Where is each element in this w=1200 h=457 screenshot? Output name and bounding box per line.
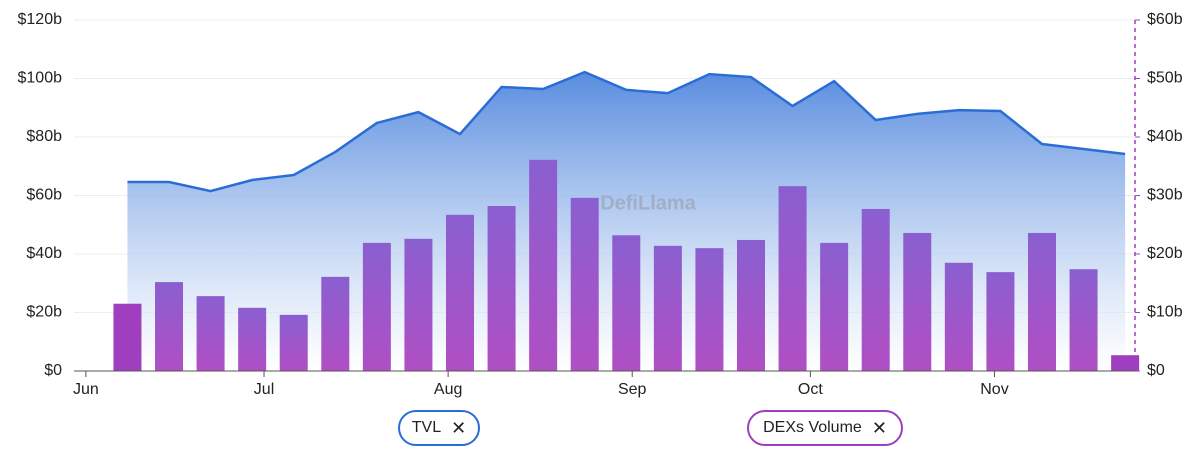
y2-tick-label: $60b bbox=[1147, 11, 1183, 28]
watermark: DefiLlama bbox=[600, 192, 696, 214]
volume-bar bbox=[238, 307, 267, 371]
y2-tick-label: $30b bbox=[1147, 187, 1183, 204]
y-tick-label: $0 bbox=[44, 362, 62, 379]
volume-bar bbox=[279, 314, 308, 371]
volume-bar bbox=[903, 232, 932, 371]
y2-tick-label: $20b bbox=[1147, 245, 1183, 262]
legend-label: DEXs Volume bbox=[763, 419, 862, 436]
x-tick-label: Jul bbox=[254, 381, 274, 398]
y2-tick-label: $10b bbox=[1147, 304, 1183, 321]
volume-bar bbox=[986, 272, 1015, 371]
y-tick-label: $100b bbox=[18, 70, 63, 87]
x-tick-label: Jun bbox=[73, 381, 99, 398]
y-tick-label: $80b bbox=[26, 128, 62, 145]
volume-bar bbox=[861, 208, 890, 371]
volume-bar bbox=[362, 242, 391, 371]
volume-bar bbox=[944, 262, 973, 371]
tvl-line bbox=[127, 70, 1126, 193]
legend-tvl[interactable]: TVL ✕ bbox=[398, 410, 480, 446]
y-tick-label: $120b bbox=[18, 11, 63, 28]
volume-bar bbox=[446, 214, 475, 371]
y2-tick-label: $50b bbox=[1147, 70, 1183, 87]
volume-bar bbox=[321, 276, 350, 371]
volume-bar bbox=[1111, 355, 1140, 371]
volume-bar bbox=[778, 186, 807, 371]
volume-bar bbox=[570, 197, 599, 371]
volume-bar bbox=[820, 242, 849, 371]
legend-dex-volume[interactable]: DEXs Volume ✕ bbox=[747, 410, 903, 446]
y-tick-label: $60b bbox=[26, 187, 62, 204]
volume-bar bbox=[529, 159, 558, 371]
y-tick-label: $40b bbox=[26, 245, 62, 262]
y2-tick-label: $40b bbox=[1147, 128, 1183, 145]
remove-icon: ✕ bbox=[451, 417, 467, 438]
volume-bar bbox=[196, 296, 225, 371]
volume-bar bbox=[113, 303, 142, 371]
volume-bar bbox=[736, 239, 765, 371]
volume-bar bbox=[1027, 232, 1056, 371]
x-tick-label: Sep bbox=[618, 381, 647, 398]
volume-bar bbox=[155, 282, 184, 371]
x-tick-label: Oct bbox=[798, 381, 823, 398]
x-tick-label: Nov bbox=[980, 381, 1008, 398]
y-tick-label: $20b bbox=[26, 304, 62, 321]
volume-bar bbox=[487, 206, 516, 371]
volume-bar bbox=[695, 248, 724, 371]
y2-tick-label: $0 bbox=[1147, 362, 1165, 379]
volume-bar bbox=[1069, 269, 1098, 371]
remove-icon: ✕ bbox=[871, 417, 887, 438]
x-tick-label: Aug bbox=[434, 381, 462, 398]
legend-label: TVL bbox=[411, 419, 442, 436]
volume-bar bbox=[612, 235, 641, 371]
volume-bar bbox=[404, 238, 433, 371]
volume-bar bbox=[653, 245, 682, 371]
